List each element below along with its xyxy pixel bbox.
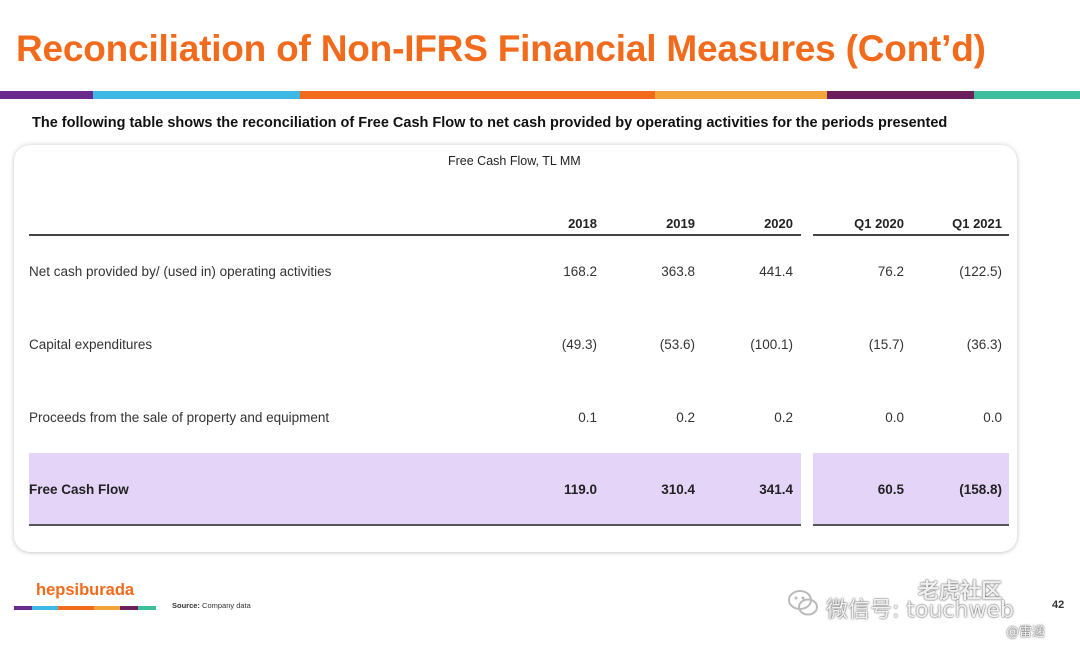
table-cell: (15.7) [868,337,904,352]
table-cell: 76.2 [877,264,904,279]
table-cell-total: 310.4 [661,482,695,497]
table-cell: (36.3) [966,337,1002,352]
color-bar-segment [827,91,974,99]
table-cell: 0.2 [774,410,793,425]
table-cell-total: 341.4 [759,482,793,497]
table-cell: 168.2 [563,264,597,279]
wechat-icon [788,590,818,616]
color-bar-segment [0,91,93,99]
table-cell-total: 119.0 [563,482,597,497]
table-cell: 441.4 [759,264,793,279]
total-rule [29,524,801,526]
logo-bar-segment [58,606,94,610]
row-label-capital-expenditures: Capital expenditures [29,337,153,352]
color-bar-segment [655,91,827,99]
table-cell: 0.1 [578,410,597,425]
column-header-2020: 2020 [764,216,793,231]
watermark-community: 老虎社区 [918,579,1002,603]
header-rule [29,234,801,236]
table-cell: 0.2 [676,410,695,425]
column-header-2018: 2018 [568,216,597,231]
table-cell: 0.0 [885,410,904,425]
color-bar-segment [974,91,1080,99]
hepsiburada-logo: hepsiburada [36,581,135,599]
column-header-2019: 2019 [666,216,695,231]
table-cell-total: 60.5 [877,482,904,497]
source-note: Source: Company data [172,601,251,610]
logo-bar-segment [120,606,138,610]
column-header-q1-2021: Q1 2021 [952,216,1002,231]
source-label: Source: [172,601,200,610]
free-cash-flow-highlight-quarterly [813,453,1009,524]
color-bar-segment [300,91,655,99]
table-cell: (49.3) [561,337,597,352]
row-label-free-cash-flow: Free Cash Flow [29,482,129,497]
total-rule-quarterly [813,524,1009,526]
watermark-wechat-id: 微信号: touchweb [826,598,1014,623]
logo-bar-segment [138,606,156,610]
table-cell: 363.8 [661,264,695,279]
brand-color-bar [0,91,1080,99]
page-title: Reconciliation of Non-IFRS Financial Mea… [16,28,986,69]
table-cell: (122.5) [959,264,1002,279]
logo-bar-segment [14,606,32,610]
table-caption: Free Cash Flow, TL MM [448,154,581,168]
free-cash-flow-highlight [29,453,801,524]
table-cell: (53.6) [659,337,695,352]
row-label-operating-activities: Net cash provided by/ (used in) operatin… [29,264,332,279]
table-cell: (100.1) [750,337,793,352]
watermark-author: @雷递 [1006,625,1046,640]
logo-bar-segment [94,606,120,610]
table-description: The following table shows the reconcilia… [32,115,948,131]
logo-color-bar [14,606,156,610]
header-rule-quarterly [813,234,1009,236]
row-label-proceeds-sale: Proceeds from the sale of property and e… [29,410,330,425]
color-bar-segment [93,91,300,99]
column-header-q1-2020: Q1 2020 [854,216,904,231]
source-text: Company data [202,601,251,610]
table-cell-total: (158.8) [959,482,1002,497]
page-number: 42 [1052,599,1065,611]
table-cell: 0.0 [983,410,1002,425]
logo-bar-segment [32,606,58,610]
